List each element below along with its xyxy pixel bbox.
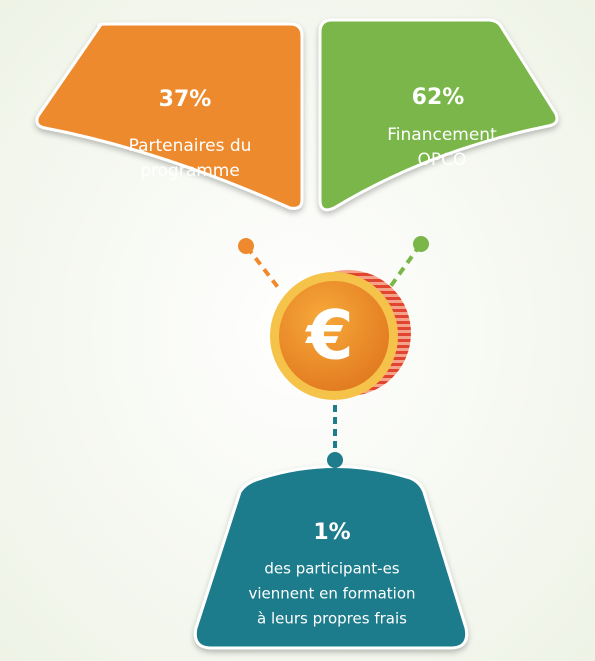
label: programme [140, 161, 240, 181]
connector-dot [327, 452, 343, 468]
connector-dot [413, 236, 429, 252]
label: viennent en formation [248, 585, 415, 603]
label: Financement [387, 125, 497, 145]
connector [245, 245, 282, 292]
label: Partenaires du [129, 136, 252, 156]
coin-face [279, 281, 389, 391]
orange-panel [35, 22, 304, 210]
value: 37% [159, 87, 212, 112]
connector-dot [238, 238, 254, 254]
label: à leurs propres frais [257, 610, 407, 628]
label: des participant-es [264, 560, 399, 578]
coin-symbol: € [304, 297, 353, 376]
connector [386, 243, 422, 292]
value: 1% [313, 520, 350, 545]
teal-panel [193, 465, 469, 650]
green-panel [318, 18, 559, 212]
coin: € [270, 270, 411, 400]
value: 62% [412, 85, 465, 110]
label: OPCO [418, 150, 467, 170]
